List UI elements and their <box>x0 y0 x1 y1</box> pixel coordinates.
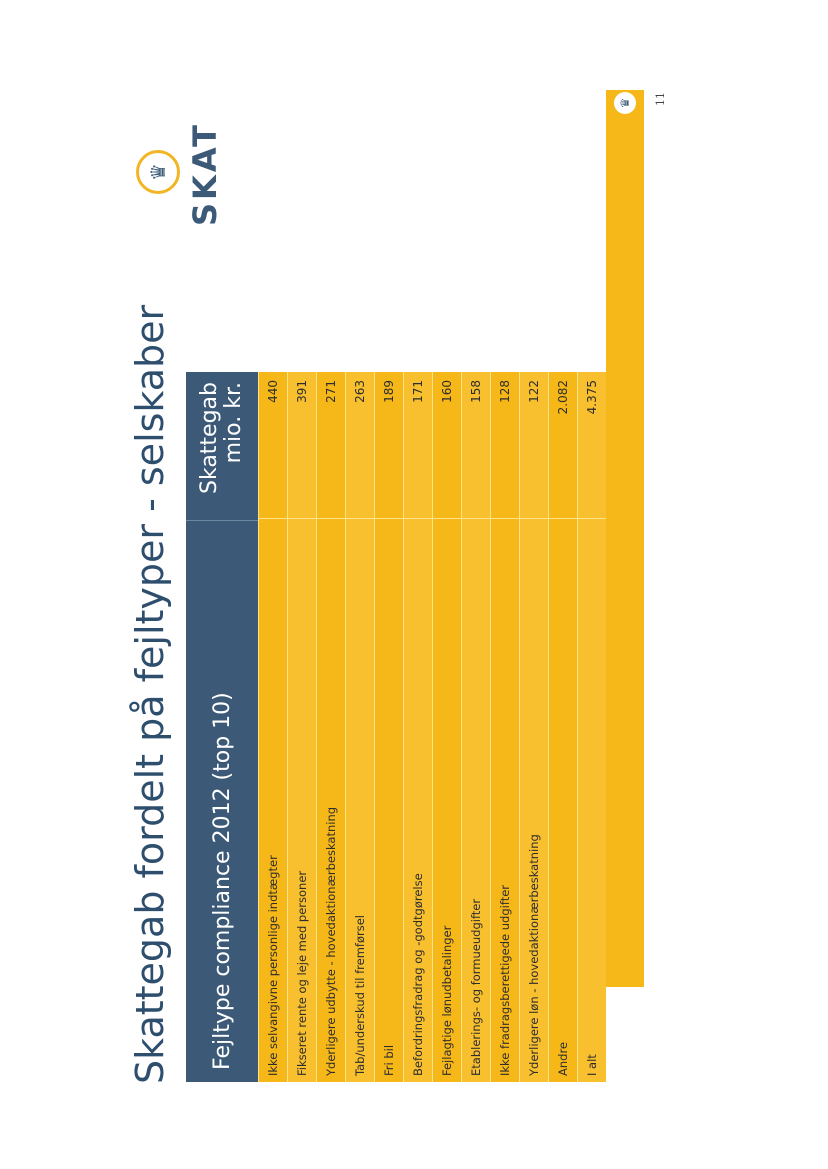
table-row: Befordringsfradrag og -godtgørelse 171 <box>403 372 432 1082</box>
row-label: Ikke fradragsberettigede udgifter <box>498 884 512 1076</box>
table-row: Ikke selvangivne personlige indtægter 440 <box>258 372 287 1082</box>
table-row: Tab/underskud til fremførsel 263 <box>345 372 374 1082</box>
table-row: Yderligere udbytte - hovedaktionærbeskat… <box>316 372 345 1082</box>
row-value: 158 <box>462 372 490 519</box>
row-label: I alt <box>585 1054 599 1076</box>
row-value: 128 <box>491 372 519 519</box>
page-number: 11 <box>654 92 667 106</box>
table-row: Yderligere løn - hovedaktionærbeskatning… <box>519 372 548 1082</box>
header-tax-gap-line2: mio. kr. <box>221 382 246 464</box>
table-row: Fejlagtige lønudbetalinger 160 <box>432 372 461 1082</box>
row-value: 4.375 <box>578 372 606 519</box>
row-label: Yderligere udbytte - hovedaktionærbeskat… <box>324 806 338 1076</box>
row-label: Ikke selvangivne personlige indtægter <box>266 855 280 1076</box>
logo-text: SKAT <box>186 122 224 226</box>
row-value: 122 <box>520 372 548 519</box>
row-label: Etablerings- og formueudgifter <box>469 898 483 1076</box>
table-row: Ikke fradragsberettigede udgifter 128 <box>490 372 519 1082</box>
row-value: 160 <box>433 372 461 519</box>
row-label: Andre <box>556 1041 570 1076</box>
row-label: Yderligere løn - hovedaktionærbeskatning <box>527 834 541 1076</box>
row-label: Tab/underskud til fremførsel <box>353 915 367 1076</box>
row-value: 440 <box>259 372 287 519</box>
row-label: Fejlagtige lønudbetalinger <box>440 925 454 1076</box>
row-value: 171 <box>404 372 432 519</box>
header-error-type: Fejltype compliance 2012 (top 10) <box>209 692 235 1070</box>
table-row: Andre 2.082 <box>548 372 577 1082</box>
crown-icon: ♛ <box>136 150 180 194</box>
page-title: Skattegab fordelt på fejltyper - selskab… <box>128 304 172 1084</box>
row-value: 189 <box>375 372 403 519</box>
crown-icon: ♛ <box>614 92 636 114</box>
row-value: 271 <box>317 372 345 519</box>
row-value: 391 <box>288 372 316 519</box>
row-label: Befordringsfradrag og -godtgørelse <box>411 873 425 1076</box>
table-row: Fikseret rente og leje med personer 391 <box>287 372 316 1082</box>
table-row: Etablerings- og formueudgifter 158 <box>461 372 490 1082</box>
table-row-total: I alt 4.375 <box>577 372 606 1082</box>
header-tax-gap: Skattegab mio. kr. <box>186 372 258 521</box>
error-type-table: Fejltype compliance 2012 (top 10) Skatte… <box>186 372 606 1082</box>
row-label: Fri bil <box>382 1044 396 1076</box>
table-row: Fri bil 189 <box>374 372 403 1082</box>
row-label: Fikseret rente og leje med personer <box>295 870 309 1076</box>
row-value: 2.082 <box>549 372 577 519</box>
footer-band: ♛ <box>606 90 644 987</box>
skat-logo: ♛ SKAT <box>136 86 246 236</box>
header-tax-gap-line1: Skattegab <box>197 382 222 494</box>
table-body: Ikke selvangivne personlige indtægter 440… <box>258 372 606 1082</box>
row-value: 263 <box>346 372 374 519</box>
slide: Skattegab fordelt på fejltyper - selskab… <box>114 54 714 1114</box>
table-header: Fejltype compliance 2012 (top 10) Skatte… <box>186 372 258 1082</box>
